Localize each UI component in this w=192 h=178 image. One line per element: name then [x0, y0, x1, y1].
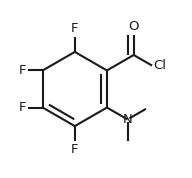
Text: F: F	[18, 64, 26, 77]
Text: N: N	[123, 113, 132, 126]
Text: F: F	[18, 101, 26, 114]
Text: F: F	[71, 22, 79, 35]
Text: O: O	[128, 20, 139, 33]
Text: Cl: Cl	[153, 59, 166, 72]
Text: F: F	[71, 143, 79, 156]
